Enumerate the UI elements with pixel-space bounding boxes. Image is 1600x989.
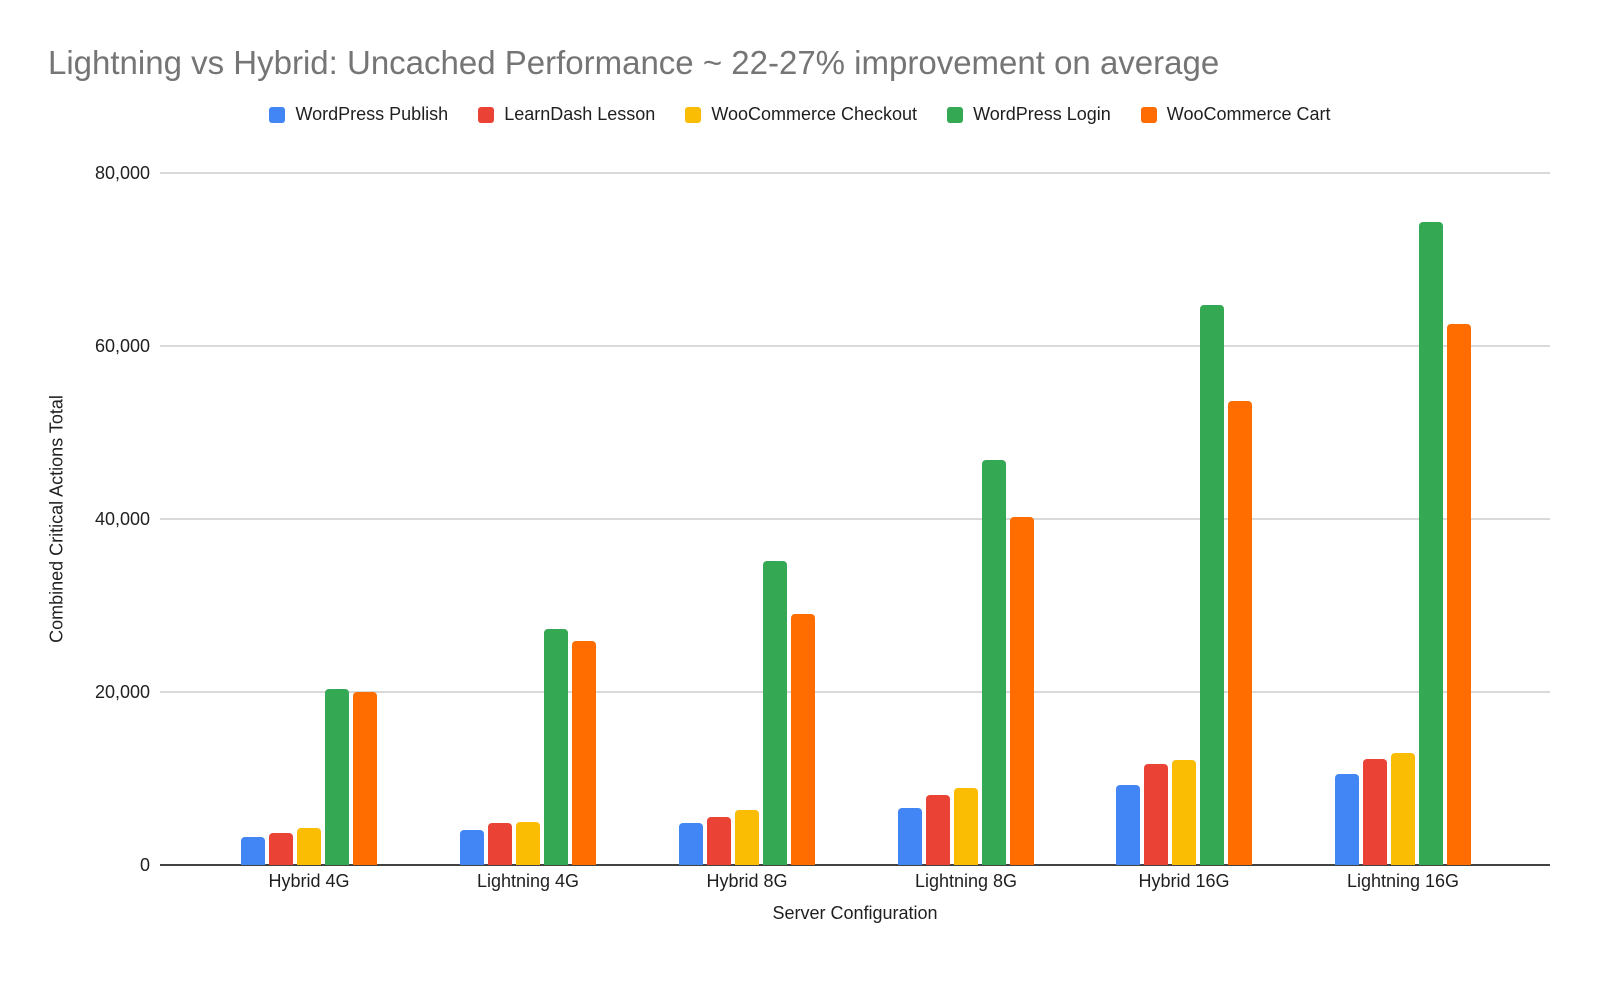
gridline-40000 (160, 518, 1550, 520)
bar-wordpress-login-hybrid-16g (1200, 305, 1224, 865)
bar-woocommerce-checkout-hybrid-4g (297, 828, 321, 865)
x-category-label-lightning-16g: Lightning 16G (1346, 871, 1460, 891)
legend-item-wordpress-login: WordPress Login (947, 104, 1111, 125)
bar-wordpress-login-lightning-4g (544, 629, 568, 865)
gridline-80000 (160, 172, 1550, 174)
bar-learndash-lesson-lightning-16g (1363, 759, 1387, 865)
x-category-label-lightning-4g: Lightning 4G (476, 871, 580, 891)
bar-woocommerce-cart-hybrid-16g (1228, 401, 1252, 865)
legend-item-wordpress-publish: WordPress Publish (269, 104, 448, 125)
bar-woocommerce-cart-lightning-8g (1010, 517, 1034, 865)
bar-woocommerce-cart-hybrid-8g (791, 614, 815, 865)
bar-wordpress-publish-lightning-4g (460, 830, 484, 865)
x-category-label-hybrid-8g: Hybrid 8G (706, 871, 788, 891)
legend-item-woocommerce-checkout: WooCommerce Checkout (685, 104, 917, 125)
bar-woocommerce-checkout-lightning-16g (1391, 753, 1415, 865)
bar-wordpress-publish-hybrid-4g (241, 837, 265, 865)
bar-learndash-lesson-lightning-8g (926, 795, 950, 865)
legend-item-learndash-lesson: LearnDash Lesson (478, 104, 655, 125)
bar-wordpress-login-hybrid-8g (763, 561, 787, 865)
legend-label: WooCommerce Checkout (711, 104, 918, 124)
bar-woocommerce-checkout-lightning-8g (954, 788, 978, 865)
bar-woocommerce-checkout-hybrid-16g (1172, 760, 1196, 865)
legend-label: WooCommerce Cart (1166, 104, 1331, 124)
bar-wordpress-login-lightning-16g (1419, 222, 1443, 865)
y-tick-label-60000: 60,000 (94, 336, 150, 356)
bar-woocommerce-cart-hybrid-4g (353, 692, 377, 865)
bar-wordpress-publish-hybrid-8g (679, 823, 703, 865)
legend: WordPress Publish LearnDash Lesson WooComm… (0, 104, 1600, 125)
bar-wordpress-publish-lightning-16g (1335, 774, 1359, 865)
bar-wordpress-publish-hybrid-16g (1116, 785, 1140, 865)
gridline-60000 (160, 345, 1550, 347)
bar-wordpress-login-hybrid-4g (325, 689, 349, 865)
legend-label: WordPress Publish (295, 104, 449, 124)
bar-learndash-lesson-hybrid-4g (269, 833, 293, 865)
bar-woocommerce-checkout-lightning-4g (516, 822, 540, 865)
legend-label: LearnDash Lesson (504, 104, 656, 124)
x-category-label-hybrid-4g: Hybrid 4G (268, 871, 350, 891)
legend-label: WordPress Login (973, 104, 1111, 124)
legend-swatch-woocommerce-cart (1140, 106, 1157, 123)
bar-woocommerce-checkout-hybrid-8g (735, 810, 759, 865)
legend-swatch-woocommerce-checkout (685, 106, 702, 123)
legend-swatch-wordpress-publish (269, 106, 286, 123)
x-axis-title: Server Configuration (772, 903, 938, 923)
legend-swatch-learndash-lesson (478, 106, 495, 123)
y-tick-label-20000: 20,000 (94, 682, 150, 702)
x-category-label-lightning-8g: Lightning 8G (914, 871, 1018, 891)
legend-item-woocommerce-cart: WooCommerce Cart (1140, 104, 1331, 125)
bar-wordpress-publish-lightning-8g (898, 808, 922, 865)
bar-wordpress-login-lightning-8g (982, 460, 1006, 865)
x-category-label-hybrid-16g: Hybrid 16G (1138, 871, 1230, 891)
gridline-20000 (160, 691, 1550, 693)
bar-learndash-lesson-hybrid-16g (1144, 764, 1168, 865)
y-tick-label-40000: 40,000 (94, 509, 150, 529)
bar-woocommerce-cart-lightning-16g (1447, 324, 1471, 865)
x-axis-line (160, 864, 1550, 866)
bar-woocommerce-cart-lightning-4g (572, 641, 596, 865)
y-tick-label-0: 0 (139, 855, 150, 875)
chart-title: Lightning vs Hybrid: Uncached Performanc… (48, 44, 1220, 81)
legend-swatch-wordpress-login (947, 106, 964, 123)
y-tick-label-80000: 80,000 (94, 163, 150, 183)
bar-learndash-lesson-lightning-4g (488, 823, 512, 865)
bar-learndash-lesson-hybrid-8g (707, 817, 731, 865)
